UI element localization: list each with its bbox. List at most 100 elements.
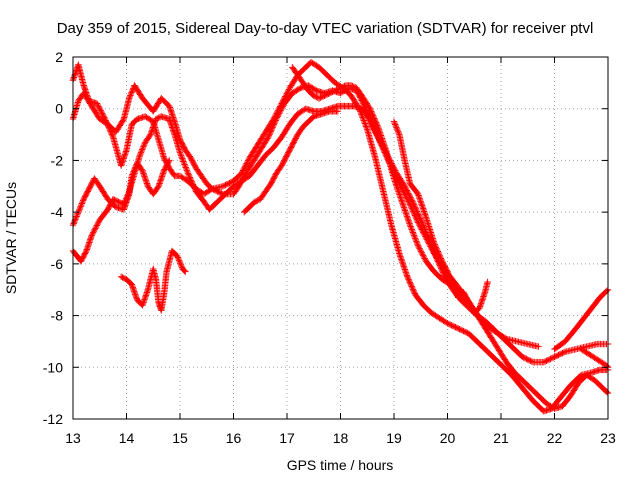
data-point bbox=[266, 129, 274, 137]
data-point bbox=[278, 105, 285, 113]
data-point bbox=[335, 85, 343, 92]
data-point bbox=[404, 196, 412, 204]
data-point bbox=[371, 115, 378, 122]
data-point bbox=[548, 355, 556, 362]
data-point bbox=[125, 95, 133, 102]
data-point bbox=[245, 156, 253, 163]
data-point bbox=[415, 220, 423, 228]
data-point bbox=[411, 212, 419, 219]
data-point bbox=[411, 233, 418, 241]
data-point bbox=[397, 194, 404, 201]
data-point bbox=[190, 182, 197, 190]
data-point bbox=[348, 82, 355, 89]
data-point bbox=[449, 322, 457, 330]
x-tick-label: 22 bbox=[547, 430, 563, 446]
data-point bbox=[270, 121, 278, 128]
data-point bbox=[141, 140, 148, 147]
data-point bbox=[369, 111, 376, 118]
data-point bbox=[428, 246, 436, 253]
data-point bbox=[409, 227, 416, 235]
data-point bbox=[371, 125, 378, 133]
data-point bbox=[407, 281, 415, 289]
data-point bbox=[395, 188, 402, 195]
chart-title: Day 359 of 2015, Sidereal Day-to-day VTE… bbox=[57, 20, 594, 37]
data-point bbox=[174, 254, 182, 261]
data-point bbox=[404, 214, 411, 221]
data-point bbox=[330, 88, 338, 95]
data-point bbox=[438, 256, 445, 264]
data-point bbox=[279, 103, 287, 110]
data-point bbox=[391, 119, 398, 127]
data-point bbox=[432, 244, 440, 251]
data-point bbox=[152, 115, 160, 123]
data-point bbox=[266, 131, 273, 138]
data-point bbox=[131, 166, 138, 174]
data-point bbox=[412, 213, 419, 221]
y-tick-label: -12 bbox=[43, 411, 63, 427]
data-point bbox=[452, 324, 459, 331]
data-point bbox=[423, 236, 431, 243]
data-point bbox=[377, 130, 384, 138]
data-point bbox=[408, 203, 415, 211]
data-point bbox=[390, 175, 398, 182]
data-point bbox=[395, 189, 403, 197]
axis-ticks bbox=[72, 56, 609, 420]
data-point bbox=[183, 167, 191, 174]
data-point bbox=[311, 93, 319, 100]
data-point bbox=[72, 214, 80, 222]
data-point bbox=[277, 107, 284, 114]
data-point bbox=[444, 320, 451, 327]
data-point bbox=[94, 101, 102, 109]
data-point bbox=[403, 270, 410, 278]
y-tick-label: -8 bbox=[51, 308, 64, 324]
data-point bbox=[393, 125, 401, 133]
series-track-9 bbox=[551, 286, 612, 353]
data-point bbox=[421, 231, 428, 239]
data-point bbox=[460, 327, 467, 335]
data-point bbox=[406, 277, 413, 285]
data-point bbox=[408, 283, 415, 290]
data-point bbox=[374, 122, 381, 129]
data-point bbox=[372, 119, 380, 126]
data-point bbox=[127, 90, 135, 98]
data-point bbox=[212, 187, 220, 195]
data-point bbox=[338, 84, 346, 91]
data-point bbox=[95, 103, 102, 110]
data-point bbox=[97, 107, 104, 114]
data-point bbox=[82, 249, 89, 256]
data-point bbox=[402, 210, 410, 217]
data-point bbox=[603, 363, 611, 370]
data-point bbox=[403, 194, 410, 201]
data-point bbox=[448, 322, 455, 329]
data-point bbox=[129, 169, 137, 177]
data-point bbox=[329, 88, 336, 96]
data-point bbox=[92, 225, 99, 232]
data-point bbox=[400, 204, 408, 211]
data-point bbox=[418, 202, 426, 209]
data-point bbox=[271, 120, 278, 127]
data-point bbox=[379, 138, 387, 145]
data-point bbox=[416, 195, 423, 202]
data-point bbox=[365, 104, 373, 111]
data-point bbox=[268, 126, 275, 134]
data-point bbox=[396, 250, 403, 257]
data-point bbox=[527, 357, 534, 365]
data-point bbox=[112, 197, 119, 204]
data-point bbox=[427, 243, 434, 250]
data-point bbox=[417, 199, 425, 206]
data-point bbox=[417, 224, 425, 232]
data-point bbox=[547, 355, 554, 363]
data-point bbox=[394, 128, 402, 135]
data-point bbox=[333, 86, 340, 94]
data-point bbox=[317, 94, 324, 101]
data-point bbox=[417, 198, 424, 205]
data-point bbox=[404, 216, 412, 223]
data-point bbox=[177, 150, 184, 158]
data-point bbox=[398, 198, 406, 205]
data-point bbox=[78, 200, 86, 207]
y-tick-label: -2 bbox=[51, 152, 64, 168]
data-point bbox=[407, 202, 414, 209]
data-point bbox=[210, 186, 217, 193]
data-point bbox=[413, 215, 420, 222]
